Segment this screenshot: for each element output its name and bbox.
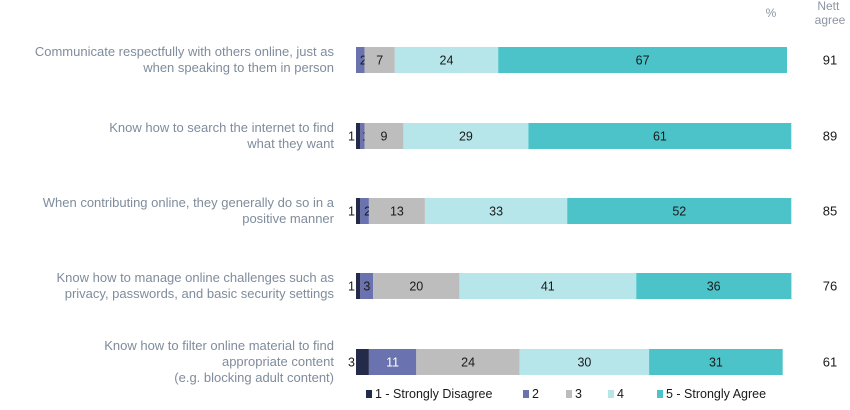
category-label-line: positive manner: [242, 211, 334, 226]
data-label: 2: [364, 205, 371, 219]
bar-segment: [649, 349, 783, 375]
bar-segment: [360, 273, 374, 299]
data-label: 30: [577, 356, 591, 370]
category-label-line: When contributing online, they generally…: [43, 195, 335, 210]
data-label: 24: [461, 356, 475, 370]
nett-header-line-1: Nett: [817, 0, 840, 13]
data-label: 33: [489, 205, 503, 219]
chart-row: Know how to filter online material to fi…: [104, 338, 837, 385]
bar-segment: [373, 273, 460, 299]
legend-label: 2: [532, 387, 539, 401]
data-label: 31: [709, 356, 723, 370]
chart-row: Know how to manage online challenges suc…: [56, 270, 837, 301]
data-label: 41: [541, 280, 555, 294]
legend-item: 4: [608, 387, 624, 401]
legend: 1 - Strongly Disagree 2 3 4 5 - Strongly Agr…: [366, 387, 766, 401]
legend-swatch: [523, 390, 529, 398]
data-label: 67: [636, 54, 650, 68]
data-label: 29: [459, 130, 473, 144]
category-label-line: when speaking to them in person: [142, 60, 334, 75]
bar-segment: [416, 349, 520, 375]
data-label: 2: [360, 54, 367, 68]
data-label: 52: [672, 205, 686, 219]
chart-row: Know how to search the internet to find w…: [109, 120, 837, 151]
bar-segment: [528, 123, 792, 149]
chart-row: Communicate respectfully with others onl…: [35, 44, 837, 75]
bar-segment: [403, 123, 529, 149]
bar-segment: [364, 123, 404, 149]
chart-rows: Communicate respectfully with others onl…: [35, 44, 837, 385]
bar-segment: [356, 198, 361, 224]
legend-item: 5 - Strongly Agree: [657, 387, 766, 401]
data-label: 11: [386, 356, 399, 370]
data-label: 24: [440, 54, 454, 68]
unit-header: %: [766, 6, 777, 20]
bar-segment: [368, 198, 425, 224]
nett-header: Nett agree: [815, 0, 846, 27]
category-label-line: Know how to filter online material to fi…: [104, 338, 334, 353]
category-label-line: privacy, passwords, and basic security s…: [65, 286, 335, 301]
category-label: Know how to manage online challenges suc…: [56, 270, 334, 301]
nett-agree-value: 61: [823, 355, 837, 370]
category-label: Know how to search the internet to find w…: [109, 120, 334, 151]
data-label: 7: [376, 54, 383, 68]
data-label: 1: [348, 205, 355, 219]
category-label-line: Know how to manage online challenges suc…: [56, 270, 334, 285]
bar-segment: [360, 198, 369, 224]
category-label-line: Communicate respectfully with others onl…: [35, 44, 335, 59]
data-label: 13: [390, 205, 404, 219]
data-label: 20: [409, 280, 423, 294]
category-label: Communicate respectfully with others onl…: [35, 44, 335, 75]
nett-agree-value: 85: [823, 204, 837, 219]
legend-label: 4: [617, 387, 624, 401]
bar-segment: [636, 273, 792, 299]
data-label: 1: [348, 280, 355, 294]
nett-agree-value: 91: [823, 53, 837, 68]
legend-label: 1 - Strongly Disagree: [375, 387, 492, 401]
bar-segment: [498, 47, 787, 73]
bar-segment: [356, 349, 369, 375]
data-label: 3: [363, 280, 370, 294]
data-label: 9: [381, 130, 388, 144]
bar-segment: [360, 123, 365, 149]
legend-swatch: [608, 390, 614, 398]
bar-segment: [394, 47, 499, 73]
category-label-line: what they want: [246, 136, 334, 151]
chart-row: When contributing online, they generally…: [43, 195, 837, 226]
data-label: 3: [348, 356, 355, 370]
category-label: When contributing online, they generally…: [43, 195, 335, 226]
legend-item: 2: [523, 387, 539, 401]
bar-segment: [459, 273, 637, 299]
legend-swatch: [366, 390, 372, 398]
legend-label: 3: [575, 387, 582, 401]
bar-segment: [567, 198, 792, 224]
nett-header-line-2: agree: [815, 13, 846, 27]
category-label: Know how to filter online material to fi…: [104, 338, 334, 385]
bar-segment: [356, 273, 361, 299]
category-label-line: appropriate content: [222, 354, 334, 369]
bar-segment: [425, 198, 568, 224]
category-label-line: (e.g. blocking adult content): [174, 370, 334, 385]
bar-segment: [364, 47, 395, 73]
data-label: 61: [653, 130, 667, 144]
nett-agree-value: 76: [823, 279, 837, 294]
bar-segment: [356, 47, 365, 73]
legend-item: 1 - Strongly Disagree: [366, 387, 492, 401]
legend-swatch: [657, 390, 663, 398]
data-label: 36: [707, 280, 721, 294]
bar-segment: [368, 349, 417, 375]
bar-segment: [356, 123, 361, 149]
bar-segment: [519, 349, 650, 375]
data-label: 1: [348, 130, 355, 144]
legend-swatch: [566, 390, 572, 398]
nett-agree-value: 89: [823, 129, 837, 144]
legend-label: 5 - Strongly Agree: [666, 387, 766, 401]
legend-item: 3: [566, 387, 582, 401]
category-label-line: Know how to search the internet to find: [109, 120, 334, 135]
